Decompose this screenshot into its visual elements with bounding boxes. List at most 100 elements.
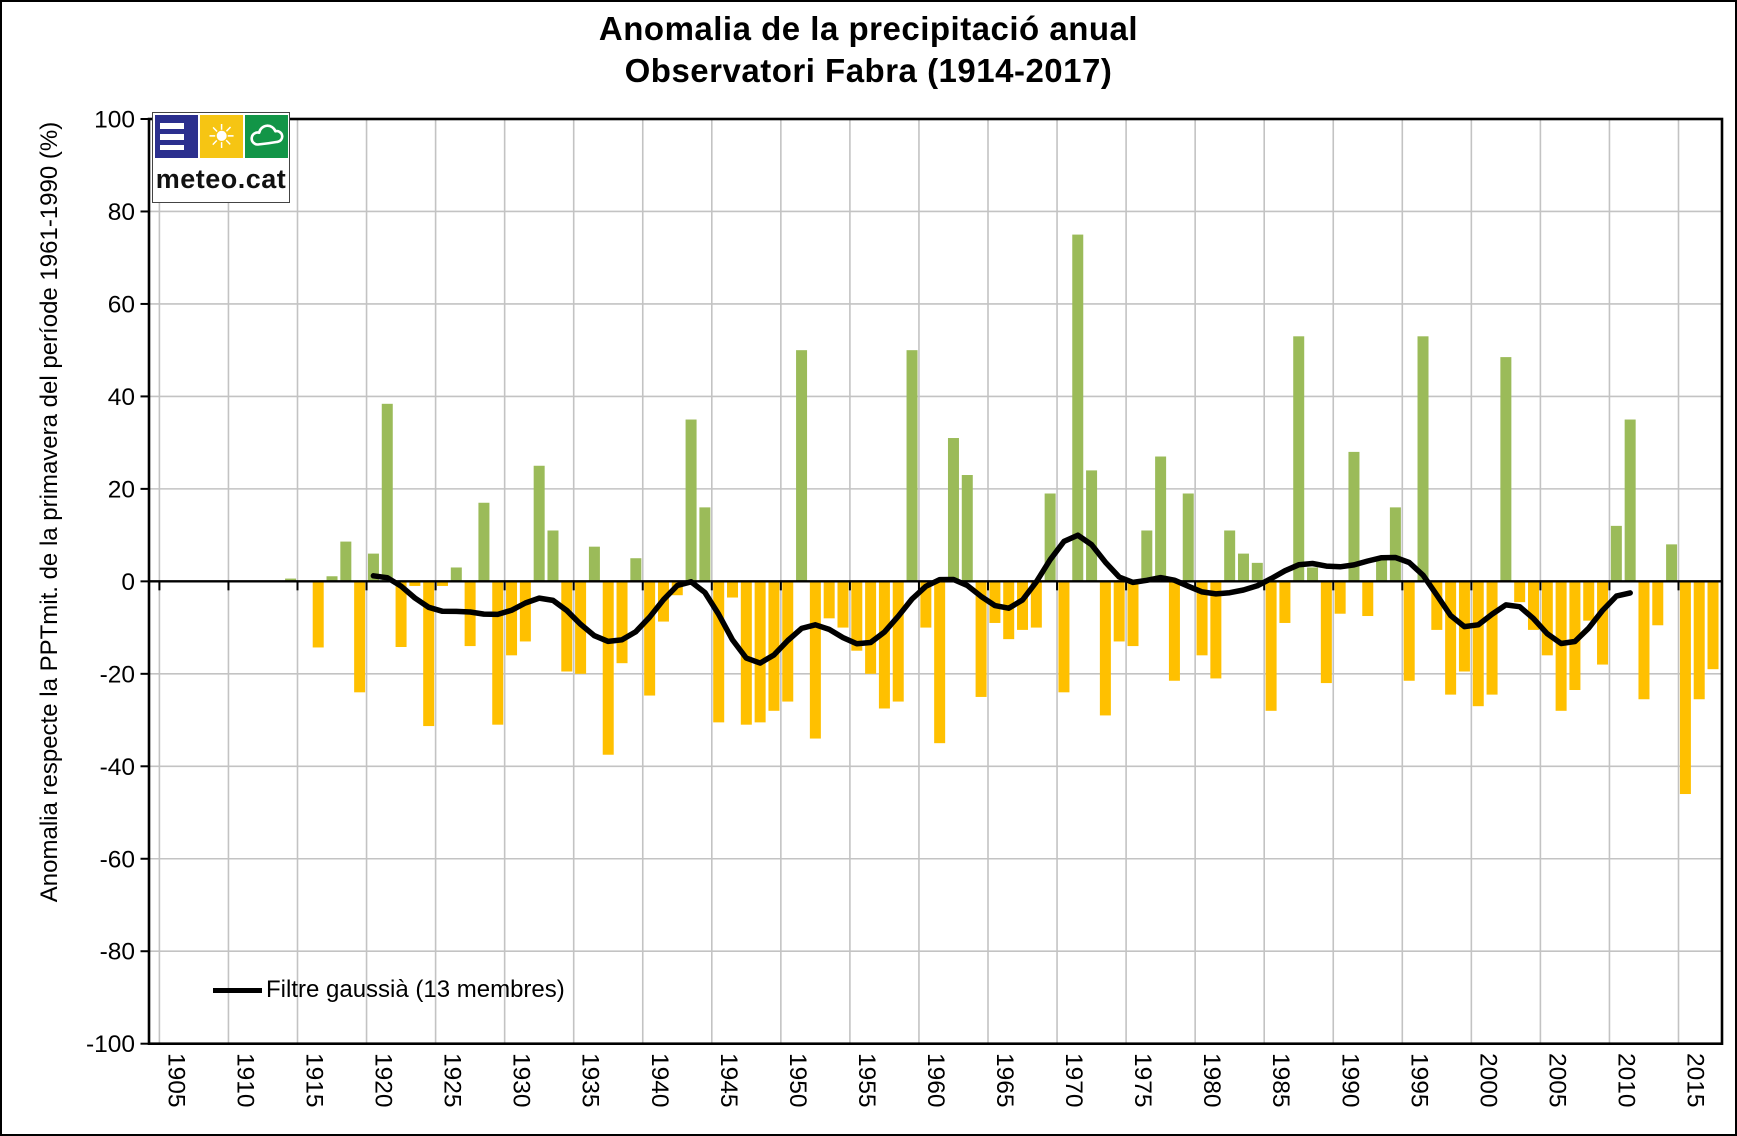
bar-2008 <box>1583 581 1595 621</box>
bar-1958 <box>892 581 904 702</box>
x-tick-label-1960: 1960 <box>922 1053 949 1108</box>
flag-bars-icon <box>155 115 198 158</box>
bar-2004 <box>1527 581 1539 630</box>
x-tick-label-1920: 1920 <box>370 1053 397 1108</box>
bar-1979 <box>1182 493 1194 582</box>
bar-1965 <box>989 581 1001 623</box>
x-tick-label-1975: 1975 <box>1129 1053 1156 1108</box>
x-tick-label-1925: 1925 <box>439 1053 466 1108</box>
x-tick-label-1980: 1980 <box>1198 1053 1225 1108</box>
y-tick-label-80: 80 <box>108 199 135 226</box>
bar-1920 <box>367 553 379 582</box>
x-tick-label-1950: 1950 <box>784 1053 811 1108</box>
bar-1930 <box>506 581 518 656</box>
x-tick-label-1915: 1915 <box>301 1053 328 1108</box>
y-tick-label-60: 60 <box>108 291 135 318</box>
y-tick-label-40: 40 <box>108 384 135 411</box>
y-tick-label-0: 0 <box>121 569 135 596</box>
bar-1992 <box>1362 581 1374 617</box>
bar-2010 <box>1610 525 1622 582</box>
bar-2009 <box>1597 581 1609 665</box>
bar-1921 <box>381 403 393 582</box>
bar-1951 <box>796 350 808 582</box>
bar-1973 <box>1099 581 1111 716</box>
bar-1924 <box>423 581 435 727</box>
chart-title: Anomalia de la precipitació anual Observ… <box>2 8 1735 92</box>
x-tick-label-1945: 1945 <box>715 1053 742 1108</box>
x-tick-label-2010: 2010 <box>1612 1053 1639 1108</box>
bar-1959 <box>906 350 918 582</box>
bar-2002 <box>1500 357 1512 582</box>
bar-1994 <box>1389 507 1401 582</box>
bar-1986 <box>1279 581 1291 623</box>
bar-1944 <box>699 507 711 582</box>
bar-1940 <box>644 581 656 696</box>
bar-1953 <box>823 581 835 619</box>
x-tick-label-1910: 1910 <box>231 1053 258 1108</box>
bar-1987 <box>1293 336 1305 582</box>
x-tick-label-1985: 1985 <box>1267 1053 1294 1108</box>
x-tick-label-2015: 2015 <box>1682 1053 1709 1108</box>
bar-1917 <box>326 576 338 582</box>
bar-1960 <box>920 581 932 628</box>
bar-1975 <box>1127 581 1139 647</box>
chart-title-line1: Anomalia de la precipitació anual <box>598 10 1139 47</box>
sun-icon: ☀ <box>200 115 243 158</box>
bar-1949 <box>768 581 780 711</box>
y-tick-label-100: 100 <box>94 107 135 134</box>
bar-1997 <box>1431 581 1443 630</box>
legend-label: Filtre gaussià (13 membres) <box>266 976 565 1003</box>
bar-1962 <box>947 438 959 582</box>
bar-1923 <box>409 581 421 586</box>
bar-1948 <box>754 581 766 723</box>
bar-1964 <box>975 581 987 697</box>
meteocat-logo-text: meteo.cat <box>155 158 287 200</box>
bar-1955 <box>851 581 863 651</box>
bar-1929 <box>492 581 504 725</box>
y-tick-label--40: -40 <box>100 754 135 781</box>
y-tick-label-20: 20 <box>108 476 135 503</box>
x-tick-label-1905: 1905 <box>162 1053 189 1108</box>
bar-1947 <box>740 581 752 725</box>
bar-1918 <box>340 541 352 582</box>
gaussian-filter-line <box>370 532 1633 666</box>
bar-1961 <box>934 581 946 744</box>
bar-2007 <box>1569 581 1581 691</box>
bar-1922 <box>395 581 407 648</box>
bar-1937 <box>602 581 614 755</box>
bar-1980 <box>1196 581 1208 656</box>
bar-2014 <box>1666 544 1678 582</box>
bar-1971 <box>1072 234 1084 582</box>
bar-1945 <box>713 581 725 723</box>
bar-1933 <box>547 530 559 582</box>
bar-1984 <box>1251 562 1263 582</box>
bar-2016 <box>1693 581 1705 700</box>
bar-1968 <box>1030 581 1042 628</box>
y-tick-label--100: -100 <box>86 1031 135 1058</box>
x-tick-label-1970: 1970 <box>1060 1053 1087 1108</box>
bar-1996 <box>1417 336 1429 582</box>
x-tick-label-1965: 1965 <box>991 1053 1018 1108</box>
bar-2005 <box>1541 581 1553 656</box>
bar-2000 <box>1472 581 1484 707</box>
bar-2015 <box>1679 581 1691 795</box>
bar-1956 <box>865 581 877 674</box>
bar-1998 <box>1445 581 1457 695</box>
bar-2012 <box>1638 581 1650 700</box>
legend: Filtre gaussià (13 membres) <box>213 976 565 1004</box>
x-tick-label-1940: 1940 <box>646 1053 673 1108</box>
bar-1967 <box>1017 581 1029 630</box>
y-tick-label--20: -20 <box>100 661 135 688</box>
x-tick-label-1930: 1930 <box>508 1053 535 1108</box>
bar-1954 <box>837 581 849 628</box>
bar-2011 <box>1624 419 1636 582</box>
plot-border <box>147 117 1724 1046</box>
bar-2003 <box>1514 581 1526 603</box>
bar-1969 <box>1044 493 1056 582</box>
bar-1988 <box>1307 567 1319 582</box>
bar-2017 <box>1707 581 1719 670</box>
bar-1972 <box>1086 470 1098 582</box>
x-tick-label-1995: 1995 <box>1405 1053 1432 1108</box>
